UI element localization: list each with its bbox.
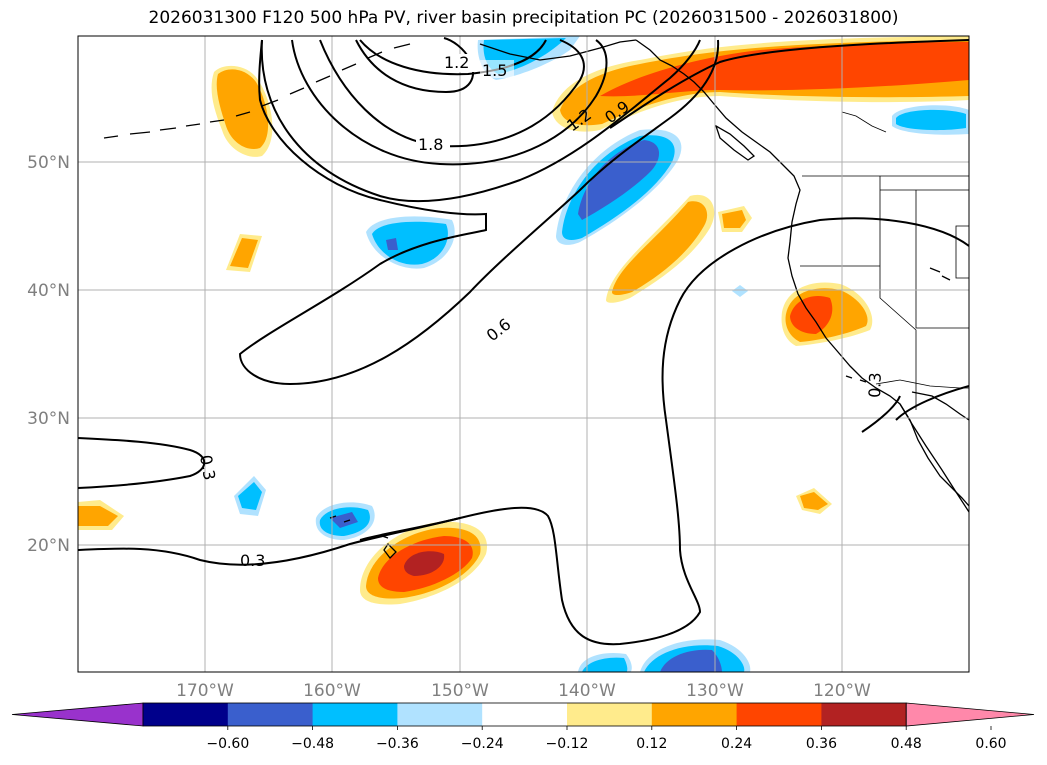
- pv-contour-0-6: [238, 39, 720, 386]
- pv-contour-1-2: [260, 39, 701, 203]
- positive-patch-dateline-mid: [230, 238, 258, 268]
- baja-coast: [899, 403, 969, 513]
- map-title: 2026031300 F120 500 hPa PV, river basin …: [148, 8, 899, 28]
- map-frame: [77, 35, 970, 673]
- colorbar-tick-label: 0.24: [721, 736, 752, 752]
- colorbar-tick-label: −0.24: [461, 736, 504, 752]
- positive-patch-135w-mid: [612, 201, 708, 295]
- pv-contour-1-8: [319, 39, 585, 148]
- alaska-coast: [479, 39, 637, 61]
- lat-label-30n: 30°N: [27, 409, 70, 429]
- aleutian-islands: [103, 43, 411, 139]
- positive-patch-130w-mid: [722, 210, 746, 228]
- colorbar-segment-5: [482, 703, 568, 726]
- lat-label-40n: 40°N: [27, 281, 70, 301]
- lon-labels: 170°W 160°W 150°W 140°W 130°W 120°W: [176, 681, 871, 701]
- negative-patch-bottom-east-core: [660, 649, 722, 672]
- contour-label-1-8: 1.8: [418, 135, 443, 154]
- gulf-california: [911, 391, 969, 421]
- colorbar-segment-0: [11, 702, 144, 727]
- colorbar-outline: [142, 702, 907, 727]
- pv-contours: [78, 37, 969, 646]
- negative-patch-canada-mid: [896, 109, 966, 131]
- map-background: [78, 36, 969, 672]
- negative-patch-140w-core: [578, 140, 660, 220]
- positive-blob-hawaii-core: [404, 551, 445, 576]
- lon-label-120w: 120°W: [813, 681, 871, 701]
- pv-contour-1-2-inner: [355, 37, 474, 94]
- pv-contour-0-9: [359, 39, 547, 76]
- colorbar-segment-10: [905, 702, 1035, 727]
- negative-patch-tiny: [732, 285, 748, 297]
- colorbar-segment-9: [821, 703, 907, 726]
- colorbar-segment-7: [651, 703, 738, 726]
- positive-patch-left-edge-mid: [78, 506, 118, 526]
- negative-patch-160w-mid: [372, 221, 448, 265]
- lon-label-160w: 160°W: [303, 681, 361, 701]
- negative-patch-bottom-west-mid: [582, 657, 628, 672]
- colorbar-segment-3: [312, 703, 398, 726]
- colorbar-segment-6: [567, 703, 653, 726]
- colorbar-tick-label: −0.48: [291, 736, 334, 752]
- negative-patch-165w-mid: [238, 482, 262, 510]
- colorbar-tick-label: 0.36: [806, 736, 837, 752]
- positive-patch-baja-mid: [800, 492, 828, 510]
- pv-contour-0-3-east: [861, 385, 969, 433]
- pv-contour-0-9-north: [609, 39, 969, 129]
- positive-patch-west-mid: [216, 69, 269, 150]
- positive-band-north-high: [600, 42, 969, 97]
- hawaii-islands: [329, 515, 397, 559]
- negative-patch-160w-south-core: [330, 512, 358, 528]
- contour-label-1-5: 1.5: [482, 61, 507, 80]
- colorbar: −0.60 −0.48 −0.36 −0.24 −0.12 0.12 0.24 0.36 0.4…: [11, 702, 1035, 752]
- colorbar-segment-4: [397, 703, 483, 726]
- lat-labels: 50°N 40°N 30°N 20°N: [27, 153, 70, 556]
- colorbar-tick-label: 0.12: [636, 736, 667, 752]
- coastlines: [103, 39, 969, 559]
- colorbar-segment-2: [227, 703, 314, 726]
- lat-label-20n: 20°N: [27, 536, 70, 556]
- colorbar-segment-1: [143, 703, 229, 726]
- contour-label-0-3-west: 0.3: [196, 453, 219, 481]
- pv-contour-0-6-loop: [359, 217, 969, 646]
- contour-label-1-2-top: 1.2: [444, 53, 469, 72]
- colorbar-tick-label: −0.36: [376, 736, 419, 752]
- contour-label-0-3-south: 0.3: [240, 551, 265, 570]
- pv-contour-0-3: [78, 517, 461, 566]
- negative-patch-160w-core: [386, 238, 398, 250]
- lon-label-140w: 140°W: [558, 681, 616, 701]
- pv-contour-1-5: [291, 39, 608, 166]
- precip-anomaly-shading: [78, 36, 969, 672]
- vancouver-island: [714, 124, 756, 161]
- channel-islands: [845, 267, 951, 383]
- lon-label-130w: 130°W: [686, 681, 744, 701]
- lon-label-150w: 150°W: [431, 681, 489, 701]
- pv-contour-0-3-left: [78, 437, 206, 489]
- map-plot-area: 1.2 1.5 1.8 1.2 0.9 0.6 0.3 0.3 0.3: [78, 36, 969, 672]
- colorbar-tick-label: 0.60: [975, 736, 1006, 752]
- colorbar-tick-label: −0.60: [206, 736, 249, 752]
- lon-label-170w: 170°W: [176, 681, 234, 701]
- contour-label-0-3-east: 0.3: [865, 372, 885, 398]
- state-borders: [800, 176, 969, 410]
- colorbar-tick-label: 0.48: [891, 736, 922, 752]
- lat-label-50n: 50°N: [27, 153, 70, 173]
- colorbar-tick-label: −0.12: [546, 736, 589, 752]
- colorbar-segment-8: [736, 703, 822, 726]
